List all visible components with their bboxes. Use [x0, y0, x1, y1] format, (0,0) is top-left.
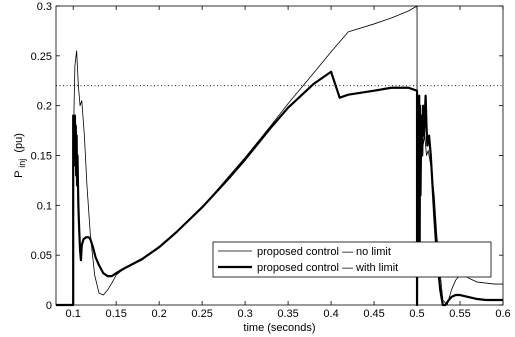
- y-tick-label: 0.2: [37, 101, 52, 113]
- x-tick-label: 0.35: [277, 308, 298, 320]
- y-tick-label: 0: [46, 300, 52, 312]
- y-axis-label-unit: (pu): [13, 133, 25, 153]
- plot-frame: [55, 5, 504, 306]
- y-tick-label: 0.25: [31, 51, 52, 63]
- legend-label-no-limit: proposed control — no limit: [257, 246, 391, 258]
- x-tick-label: 0.3: [237, 308, 252, 320]
- y-tick-label: 0.05: [31, 250, 52, 262]
- x-axis-label: time (seconds): [243, 322, 315, 334]
- y-axis-label-main: P: [13, 171, 25, 178]
- legend-box: [212, 241, 492, 278]
- x-tick-label: 0.1: [66, 308, 81, 320]
- x-tick-label: 0.5: [409, 308, 424, 320]
- x-tick-label: 0.2: [152, 308, 167, 320]
- x-tick-label: 0.6: [495, 308, 510, 320]
- y-axis-label-sub: inj: [17, 159, 27, 168]
- y-axis-label: P inj (pu): [13, 133, 27, 178]
- y-tick-label: 0.1: [37, 200, 52, 212]
- x-tick-label: 0.55: [449, 308, 470, 320]
- y-tick-label: 0.15: [31, 151, 52, 163]
- legend: proposed control — no limit proposed con…: [212, 241, 492, 278]
- x-tick-label: 0.4: [323, 308, 338, 320]
- y-tick-label: 0.3: [37, 1, 52, 13]
- legend-label-with-limit: proposed control — with limit: [257, 262, 398, 274]
- x-tick-label: 0.15: [105, 308, 126, 320]
- x-tick-label: 0.45: [363, 308, 384, 320]
- axis-ticks: 0.1 0.15 0.2 0.25 0.3 0.35 0.4 0.45 0.5 0.55 0.6 0 0…: [31, 1, 511, 320]
- x-tick-label: 0.25: [191, 308, 212, 320]
